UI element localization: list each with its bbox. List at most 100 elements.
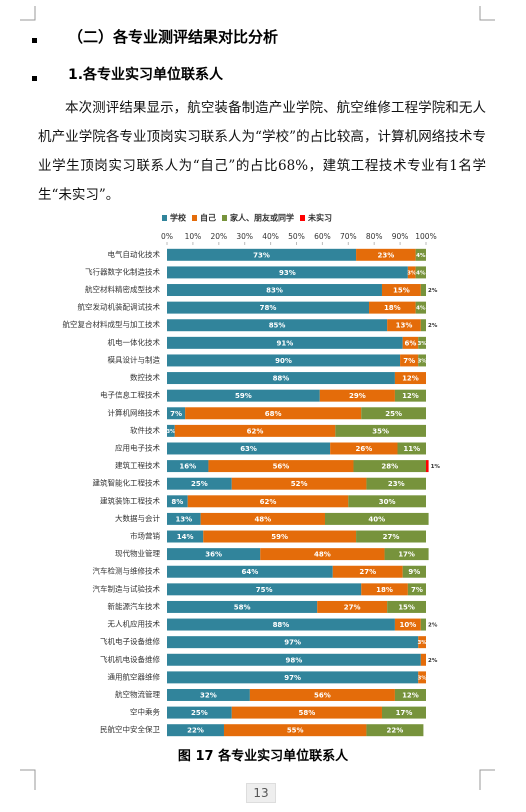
y-tick-label: 模具设计与制造 <box>108 354 161 364</box>
bar-segment <box>397 442 426 455</box>
data-label: 7% <box>403 357 415 365</box>
data-label: 12% <box>402 375 419 383</box>
bar-segment <box>420 284 426 297</box>
bar-segment <box>200 512 325 525</box>
data-label: 3% <box>166 429 176 435</box>
y-tick-label: 建筑装饰工程技术 <box>100 495 160 505</box>
data-label: 7% <box>411 586 423 594</box>
data-label: 17% <box>396 709 413 717</box>
data-label: 13% <box>175 515 192 523</box>
bar-segment <box>402 336 419 349</box>
bar-segment <box>415 248 426 261</box>
data-label: 17% <box>398 551 415 559</box>
data-label: 75% <box>256 586 273 594</box>
bar-segment <box>167 266 408 279</box>
bar-segment <box>361 407 426 420</box>
bar-segment <box>426 460 429 473</box>
data-label: 27% <box>344 603 361 611</box>
bar-segment <box>361 583 408 596</box>
bar-segment <box>418 671 426 684</box>
bar-segment <box>167 372 395 385</box>
data-label: 22% <box>387 727 404 735</box>
x-tick-label: 40% <box>262 232 279 241</box>
bullet <box>32 76 37 81</box>
data-label: 28% <box>381 463 398 471</box>
data-label: 97% <box>284 639 301 647</box>
bar-segment <box>167 319 388 332</box>
data-label: 56% <box>273 463 290 471</box>
bar-segment <box>185 407 362 420</box>
y-tick-label: 航空发动机装配调试技术 <box>78 302 161 312</box>
data-label: 15% <box>398 603 415 611</box>
bar-segment <box>400 354 419 367</box>
data-label: 85% <box>269 322 286 330</box>
bar-segment <box>384 548 429 561</box>
data-label: 35% <box>372 427 389 435</box>
corner-mark <box>479 6 495 21</box>
bar-segment <box>167 407 186 420</box>
data-label: 59% <box>235 392 252 400</box>
y-tick-label: 建筑工程技术 <box>115 460 160 470</box>
bar-segment <box>167 442 331 455</box>
bar-segment <box>167 248 357 261</box>
data-label: 62% <box>247 427 264 435</box>
x-tick-label: 10% <box>185 232 202 241</box>
data-label: 63% <box>240 445 257 453</box>
y-tick-label: 软件技术 <box>130 425 160 435</box>
data-label: 25% <box>385 410 402 418</box>
data-label: 4% <box>416 253 426 259</box>
bar-segment <box>407 583 426 596</box>
y-tick-label: 汽车检测与维修技术 <box>93 566 161 576</box>
bar-segment <box>356 248 416 261</box>
x-tick-label: 20% <box>210 232 227 241</box>
bar-segment <box>335 424 426 437</box>
bar-segment <box>330 442 398 455</box>
bar-segment <box>387 319 421 332</box>
y-tick-label: 航空物流管理 <box>115 689 160 699</box>
y-tick-label: 数控技术 <box>130 372 160 382</box>
data-label: 29% <box>349 392 366 400</box>
bar-segment <box>231 706 382 719</box>
data-label: 16% <box>179 463 196 471</box>
x-tick-label: 100% <box>415 232 436 241</box>
legend-label: 学校 <box>170 213 187 223</box>
legend-label: 家人、朋友或同学 <box>230 213 294 223</box>
y-tick-label: 飞机电子设备维修 <box>100 636 160 646</box>
bar-segment <box>402 565 426 578</box>
data-label: 4% <box>416 306 426 312</box>
data-label: 8% <box>171 498 183 506</box>
figure-caption: 图 17 各专业实习单位联系人 <box>177 749 349 764</box>
y-tick-label: 飞行器数字化制造技术 <box>85 266 160 276</box>
section-heading: （二）各专业测评结果对比分析 <box>68 28 279 46</box>
bar-segment <box>167 284 382 297</box>
data-label: 40% <box>368 515 385 523</box>
bar-segment <box>167 354 401 367</box>
legend-swatch <box>162 215 167 221</box>
data-label: 18% <box>376 586 393 594</box>
bar-segment <box>167 477 232 490</box>
bar-segment <box>418 354 426 367</box>
data-label: 88% <box>273 621 290 629</box>
data-label: 3% <box>417 341 427 347</box>
legend-label: 未实习 <box>307 213 332 223</box>
bar-segment <box>167 706 232 719</box>
bar-segment <box>394 389 426 402</box>
bar-segment <box>394 618 421 631</box>
legend-swatch <box>300 215 305 221</box>
bar-segment <box>167 653 421 666</box>
data-label: 59% <box>271 533 288 541</box>
data-label: 1% <box>431 464 441 470</box>
y-tick-label: 通用航空器维修 <box>108 671 161 681</box>
y-tick-label: 航空复合材料成型与加工技术 <box>63 319 161 329</box>
data-label: 12% <box>402 691 419 699</box>
y-tick-label: 空中乘务 <box>130 707 160 717</box>
data-label: 2% <box>428 288 438 294</box>
data-label: 12% <box>402 392 419 400</box>
data-label: 36% <box>205 551 222 559</box>
data-label: 56% <box>314 691 331 699</box>
x-tick-label: 60% <box>314 232 331 241</box>
data-label: 27% <box>383 533 400 541</box>
bar-segment <box>167 336 403 349</box>
y-tick-label: 航空材料精密成型技术 <box>85 284 160 294</box>
bar-segment <box>260 548 385 561</box>
